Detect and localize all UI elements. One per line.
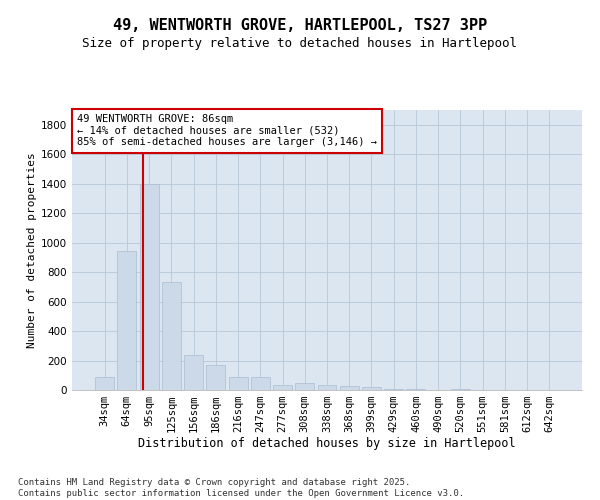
Text: Contains HM Land Registry data © Crown copyright and database right 2025.
Contai: Contains HM Land Registry data © Crown c…: [18, 478, 464, 498]
Bar: [140, 184, 158, 390]
Bar: [229, 376, 248, 390]
Bar: [362, 387, 381, 390]
Bar: [162, 282, 181, 390]
Text: Size of property relative to detached houses in Hartlepool: Size of property relative to detached ho…: [83, 38, 517, 51]
Bar: [384, 388, 403, 390]
Bar: [251, 376, 270, 390]
Y-axis label: Number of detached properties: Number of detached properties: [27, 152, 37, 348]
X-axis label: Distribution of detached houses by size in Hartlepool: Distribution of detached houses by size …: [138, 436, 516, 450]
Bar: [317, 385, 337, 390]
Bar: [206, 365, 225, 390]
Bar: [295, 382, 314, 390]
Bar: [340, 386, 359, 390]
Bar: [118, 252, 136, 390]
Bar: [184, 354, 203, 390]
Bar: [95, 376, 114, 390]
Bar: [273, 385, 292, 390]
Text: 49 WENTWORTH GROVE: 86sqm
← 14% of detached houses are smaller (532)
85% of semi: 49 WENTWORTH GROVE: 86sqm ← 14% of detac…: [77, 114, 377, 148]
Text: 49, WENTWORTH GROVE, HARTLEPOOL, TS27 3PP: 49, WENTWORTH GROVE, HARTLEPOOL, TS27 3P…: [113, 18, 487, 32]
